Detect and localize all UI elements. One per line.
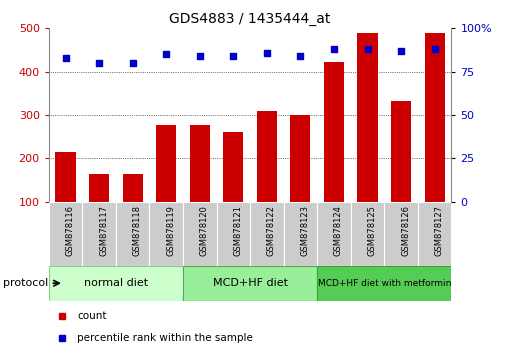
Bar xyxy=(391,101,411,202)
Bar xyxy=(250,202,284,266)
Bar xyxy=(156,125,176,202)
Bar xyxy=(183,202,216,266)
Bar xyxy=(123,173,143,202)
Text: GSM878120: GSM878120 xyxy=(200,205,209,256)
Text: GSM878119: GSM878119 xyxy=(166,205,175,256)
Bar xyxy=(49,202,82,266)
Bar xyxy=(183,266,317,301)
Bar xyxy=(55,152,75,202)
Text: GSM878117: GSM878117 xyxy=(99,205,108,256)
Text: GSM878126: GSM878126 xyxy=(401,205,410,256)
Bar xyxy=(317,266,451,301)
Bar xyxy=(49,266,183,301)
Point xyxy=(263,50,271,56)
Bar xyxy=(82,202,116,266)
Text: percentile rank within the sample: percentile rank within the sample xyxy=(77,333,253,343)
Bar xyxy=(284,202,317,266)
Bar xyxy=(149,202,183,266)
Text: protocol: protocol xyxy=(4,278,49,288)
Bar xyxy=(116,202,149,266)
Bar xyxy=(425,33,445,202)
Point xyxy=(397,48,405,54)
Point xyxy=(330,46,338,52)
Text: MCD+HF diet with metformin: MCD+HF diet with metformin xyxy=(318,279,451,288)
Text: GSM878125: GSM878125 xyxy=(367,205,377,256)
Bar xyxy=(358,33,378,202)
Bar xyxy=(384,202,418,266)
Point xyxy=(162,51,170,57)
Bar xyxy=(290,115,310,202)
Text: MCD+HF diet: MCD+HF diet xyxy=(212,278,288,288)
Point xyxy=(62,55,70,61)
Text: GSM878123: GSM878123 xyxy=(301,205,309,256)
Text: normal diet: normal diet xyxy=(84,278,148,288)
Bar xyxy=(351,202,384,266)
Text: GSM878127: GSM878127 xyxy=(435,205,444,256)
Point xyxy=(229,53,238,59)
Bar xyxy=(317,202,351,266)
Text: GSM878116: GSM878116 xyxy=(66,205,74,256)
Point xyxy=(430,46,439,52)
Text: GSM878121: GSM878121 xyxy=(233,205,242,256)
Bar xyxy=(89,175,109,202)
Point xyxy=(297,53,305,59)
Point xyxy=(95,60,103,66)
Point xyxy=(129,60,137,66)
Text: count: count xyxy=(77,311,107,321)
Bar xyxy=(324,62,344,202)
Title: GDS4883 / 1435444_at: GDS4883 / 1435444_at xyxy=(169,12,331,26)
Point xyxy=(195,53,204,59)
Text: GSM878124: GSM878124 xyxy=(334,205,343,256)
Bar xyxy=(216,202,250,266)
Bar xyxy=(257,111,277,202)
Point xyxy=(363,46,371,52)
Text: GSM878122: GSM878122 xyxy=(267,205,276,256)
Bar xyxy=(418,202,451,266)
Text: GSM878118: GSM878118 xyxy=(133,205,142,256)
Bar xyxy=(190,125,210,202)
Bar xyxy=(223,132,243,202)
